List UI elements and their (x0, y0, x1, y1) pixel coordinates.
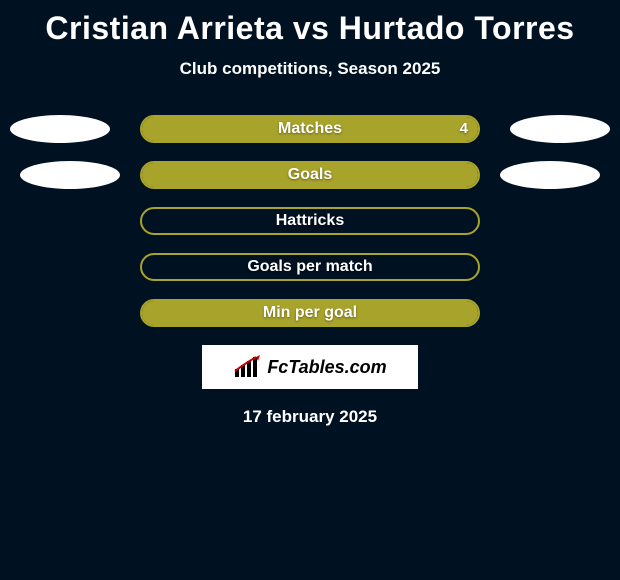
stat-bar: Hattricks (140, 207, 480, 235)
stat-value-right: 4 (460, 117, 468, 141)
stat-row: Min per goal (0, 299, 620, 327)
stat-bar: Goals (140, 161, 480, 189)
stat-bar: Goals per match (140, 253, 480, 281)
stat-row: Goals (0, 161, 620, 189)
stat-label: Goals per match (142, 255, 478, 279)
right-marker (500, 161, 600, 189)
stats-container: Matches4 Goals Hattricks Goals per match Min… (0, 115, 620, 327)
stat-bar: Matches4 (140, 115, 480, 143)
stat-label: Min per goal (142, 301, 478, 325)
brand-text: FcTables.com (267, 357, 386, 378)
stat-label: Hattricks (142, 209, 478, 233)
page-title: Cristian Arrieta vs Hurtado Torres (0, 0, 620, 47)
chart-icon (233, 355, 261, 379)
date-line: 17 february 2025 (0, 407, 620, 427)
left-marker (10, 115, 110, 143)
brand-badge: FcTables.com (202, 345, 418, 389)
stat-bar: Min per goal (140, 299, 480, 327)
stat-row: Matches4 (0, 115, 620, 143)
left-marker (20, 161, 120, 189)
stat-row: Hattricks (0, 207, 620, 235)
stat-label: Goals (142, 163, 478, 187)
stat-row: Goals per match (0, 253, 620, 281)
stat-label: Matches (142, 117, 478, 141)
right-marker (510, 115, 610, 143)
subtitle: Club competitions, Season 2025 (0, 59, 620, 79)
